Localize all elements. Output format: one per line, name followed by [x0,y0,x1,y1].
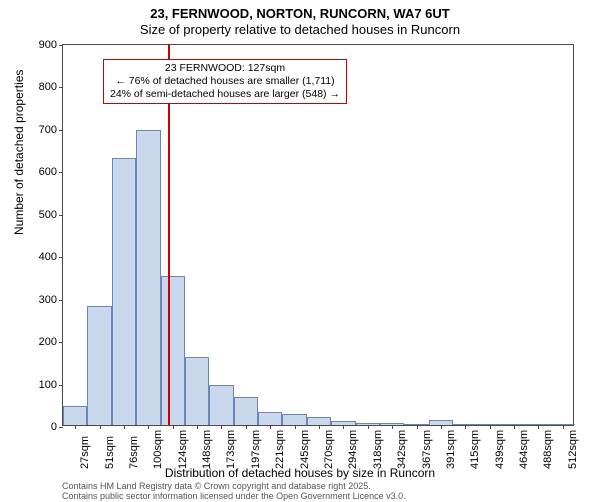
x-tick-label: 318sqm [372,430,384,469]
x-tick-mark [100,425,101,429]
y-tick-mark [59,215,63,216]
y-tick-mark [59,257,63,258]
chart-subtitle: Size of property relative to detached ho… [0,22,600,38]
x-tick-mark [246,425,247,429]
y-axis-label: Number of detached properties [12,70,26,235]
x-tick-mark [465,425,466,429]
y-tick-mark [59,130,63,131]
x-tick-mark [173,425,174,429]
x-tick-mark [441,425,442,429]
histogram-bar [87,306,111,425]
callout-line: 23 FERNWOOD: 127sqm [110,62,340,75]
y-tick-mark [59,427,63,428]
plot-wrap: 010020030040050060070080090027sqm51sqm76… [62,44,574,426]
x-tick-label: 488sqm [542,430,554,469]
y-tick-label: 0 [25,421,57,433]
x-tick-label: 221sqm [274,430,286,469]
histogram-bar [63,406,87,425]
x-tick-label: 245sqm [299,430,311,469]
y-tick-mark [59,87,63,88]
histogram-bar [136,130,160,425]
x-tick-mark [295,425,296,429]
y-tick-mark [59,385,63,386]
y-tick-label: 800 [25,81,57,93]
x-tick-mark [197,425,198,429]
x-tick-label: 367sqm [421,430,433,469]
x-tick-mark [124,425,125,429]
x-tick-mark [417,425,418,429]
chart-container: 23, FERNWOOD, NORTON, RUNCORN, WA7 6UT S… [0,0,600,500]
histogram-bar [185,357,209,425]
chart-title: 23, FERNWOOD, NORTON, RUNCORN, WA7 6UT [0,6,600,22]
footer-attribution: Contains HM Land Registry data © Crown c… [62,482,406,502]
y-tick-mark [59,45,63,46]
y-tick-mark [59,300,63,301]
x-tick-label: 76sqm [128,436,140,469]
x-tick-label: 197sqm [250,430,262,469]
histogram-bar [307,417,331,425]
footer-line-2: Contains public sector information licen… [62,492,406,502]
y-tick-label: 900 [25,39,57,51]
x-tick-label: 512sqm [567,430,579,469]
x-tick-mark [343,425,344,429]
callout-box: 23 FERNWOOD: 127sqm← 76% of detached hou… [103,59,347,104]
x-tick-mark [563,425,564,429]
x-axis-label: Distribution of detached houses by size … [0,466,600,480]
x-tick-mark [75,425,76,429]
x-tick-label: 51sqm [104,436,116,469]
x-tick-mark [368,425,369,429]
y-tick-mark [59,342,63,343]
histogram-bar [209,385,233,425]
title-block: 23, FERNWOOD, NORTON, RUNCORN, WA7 6UT S… [0,0,600,39]
y-tick-label: 400 [25,251,57,263]
histogram-bar [282,414,306,425]
x-tick-label: 173sqm [225,430,237,469]
x-tick-mark [538,425,539,429]
histogram-bar [112,158,136,425]
callout-line: ← 76% of detached houses are smaller (1,… [110,75,340,88]
x-tick-mark [270,425,271,429]
x-tick-label: 464sqm [518,430,530,469]
y-tick-label: 300 [25,294,57,306]
histogram-bar [161,276,185,425]
x-tick-mark [319,425,320,429]
x-tick-label: 391sqm [445,430,457,469]
y-tick-label: 700 [25,124,57,136]
x-tick-mark [148,425,149,429]
x-tick-mark [514,425,515,429]
x-tick-label: 342sqm [396,430,408,469]
x-tick-label: 439sqm [494,430,506,469]
histogram-bar [234,397,258,425]
x-tick-label: 148sqm [201,430,213,469]
x-tick-label: 100sqm [152,430,164,469]
x-tick-label: 294sqm [347,430,359,469]
histogram-bar [258,412,282,425]
x-tick-mark [392,425,393,429]
y-tick-label: 500 [25,209,57,221]
y-tick-label: 600 [25,166,57,178]
x-tick-label: 270sqm [323,430,335,469]
x-tick-mark [490,425,491,429]
x-tick-label: 124sqm [177,430,189,469]
x-tick-mark [221,425,222,429]
y-tick-mark [59,172,63,173]
y-tick-label: 200 [25,336,57,348]
x-tick-label: 415sqm [469,430,481,469]
callout-line: 24% of semi-detached houses are larger (… [110,88,340,101]
x-tick-label: 27sqm [79,436,91,469]
plot-area: 010020030040050060070080090027sqm51sqm76… [62,44,574,426]
y-tick-label: 100 [25,379,57,391]
